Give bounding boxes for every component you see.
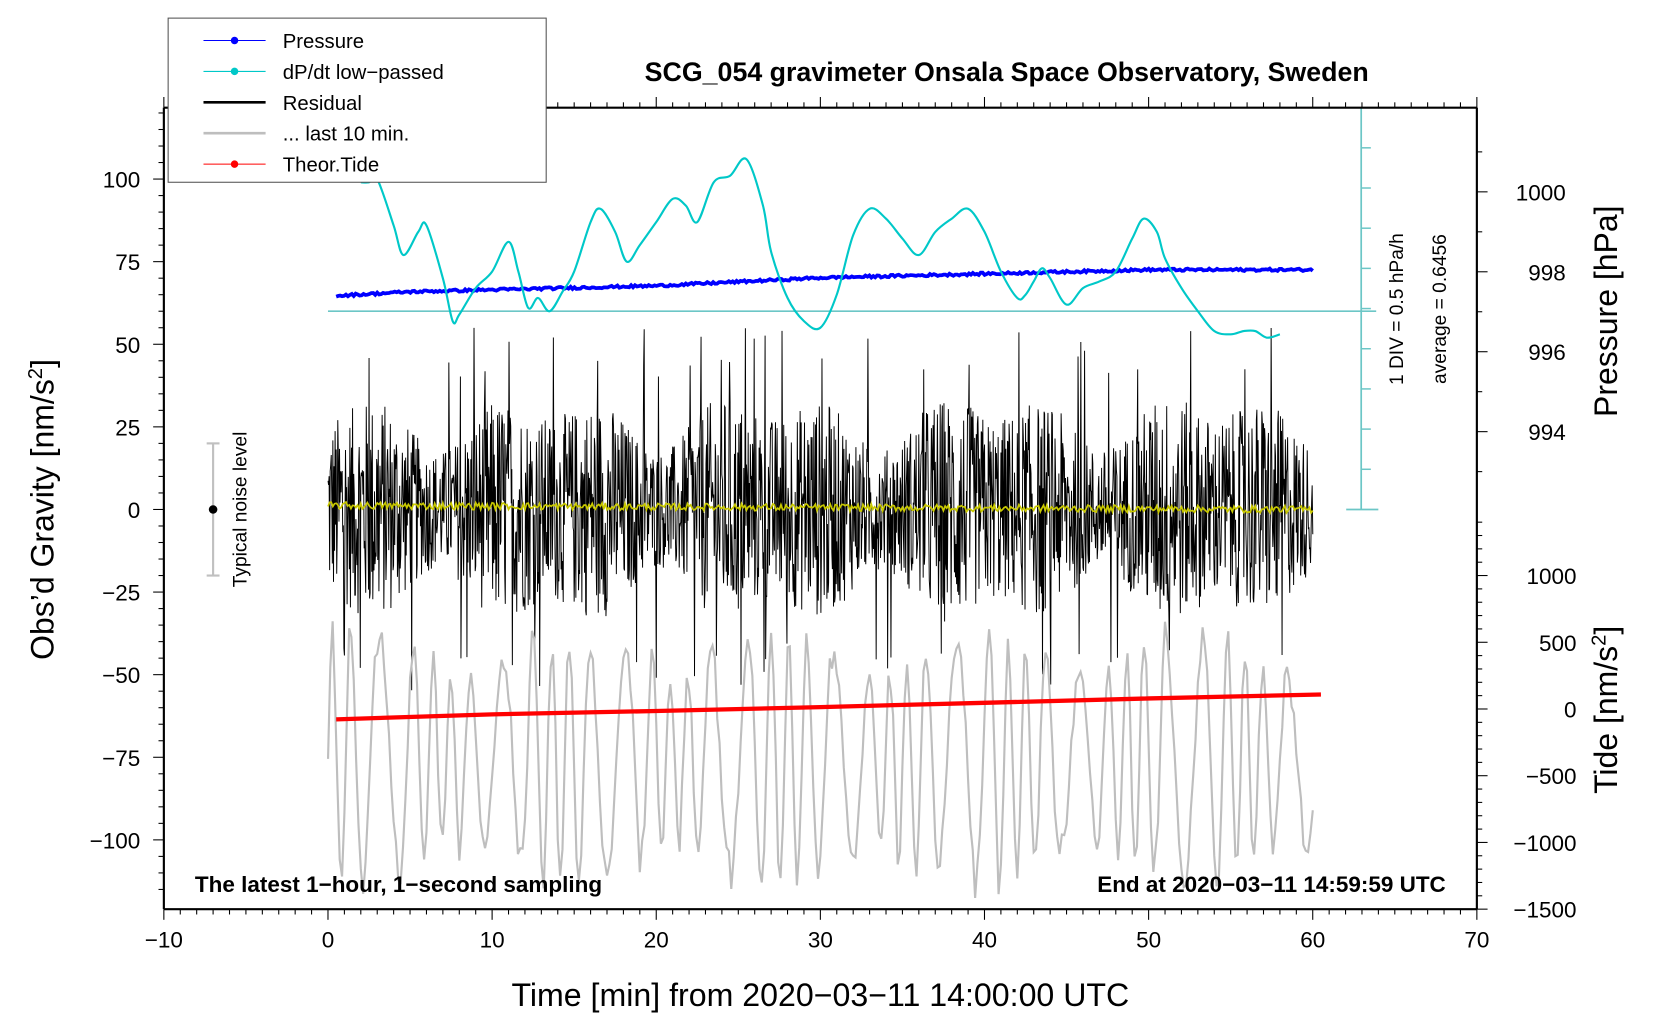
y-left-tick-label: 0 xyxy=(128,498,141,523)
theor-tide-line xyxy=(336,692,1321,722)
legend-entry: Theor.Tide xyxy=(203,155,379,177)
legend-entry: dP/dt low−passed xyxy=(203,62,444,84)
y-left-tick-label: 25 xyxy=(115,415,140,440)
x-tick-label: 10 xyxy=(480,928,505,953)
x-tick-label: 60 xyxy=(1300,928,1325,953)
x-tick-label: 30 xyxy=(808,928,833,953)
tide-tick-label: −500 xyxy=(1526,764,1577,789)
legend: Pressure dP/dt low−passed Residual ... last… xyxy=(167,17,547,183)
axes: −10 0 10 20 30 40 50 60 701007550250−25−50−75−10… xyxy=(90,96,1577,953)
pressure-line xyxy=(335,266,1314,299)
pressure-tick-label: 1000 xyxy=(1516,180,1566,205)
last-10-min-line xyxy=(326,621,1314,899)
legend-label: Theor.Tide xyxy=(283,155,379,177)
tide-tick-label: −1000 xyxy=(1513,831,1576,856)
sampling-note: The latest 1−hour, 1−second sampling xyxy=(195,872,602,897)
x-tick-label: 40 xyxy=(972,928,997,953)
legend-swatch-dot xyxy=(230,67,239,76)
legend-entry: Residual xyxy=(203,93,362,115)
y-left-tick-label: 100 xyxy=(103,168,141,193)
x-tick-label: 50 xyxy=(1136,928,1161,953)
y-axis-title-tide-end: ] xyxy=(1588,626,1624,635)
y-axis-title-tide-sup: 2 xyxy=(1588,635,1610,646)
y-left-tick-label: 75 xyxy=(115,250,140,275)
tide-tick-label: 1000 xyxy=(1526,564,1576,589)
y-left-tick-label: −100 xyxy=(90,828,141,853)
dpdt-average-label: average = 0.6456 xyxy=(1430,234,1451,384)
y-axis-title-pressure: Pressure [hPa] xyxy=(1588,205,1624,416)
residual-smoothed-line xyxy=(327,499,1314,516)
y-left-tick-label: 50 xyxy=(115,333,140,358)
plot-data xyxy=(206,107,1379,899)
noise-level-label: Typical noise level xyxy=(230,432,251,588)
tide-tick-label: 500 xyxy=(1539,631,1577,656)
y-axis-title-left-end: ] xyxy=(24,359,60,368)
y-left-tick-label: −25 xyxy=(102,581,140,606)
x-tick-label: 20 xyxy=(644,928,669,953)
legend-label: Residual xyxy=(283,93,362,115)
legend-swatch-dot xyxy=(230,160,239,168)
legend-label: dP/dt low−passed xyxy=(283,62,444,84)
y-axis-title-left-sup: 2 xyxy=(25,368,47,379)
pressure-tick-label: 994 xyxy=(1528,420,1566,445)
y-left-tick-label: −50 xyxy=(102,663,140,688)
x-axis-title: Time [min] from 2020−03−11 14:00:00 UTC xyxy=(511,977,1129,1013)
tide-tick-label: 0 xyxy=(1564,698,1577,723)
x-tick-label: 70 xyxy=(1464,928,1489,953)
y-axis-title-left-base: Obs’d Gravity [nm/s xyxy=(24,379,60,660)
legend-swatch-dot xyxy=(230,36,239,45)
y-axis-title-tide: Tide [nm/s2] xyxy=(1588,626,1624,794)
dpdt-scale-label: 1 DIV = 0.5 hPa/h xyxy=(1387,233,1408,385)
legend-label: Pressure xyxy=(283,31,364,53)
legend-entry: ... last 10 min. xyxy=(203,124,409,146)
dpdt-line xyxy=(360,157,1281,339)
tide-tick-label: −1500 xyxy=(1513,898,1576,923)
pressure-tick-label: 998 xyxy=(1528,260,1566,285)
end-time-note: End at 2020−03−11 14:59:59 UTC xyxy=(1097,872,1446,897)
y-axis-title-tide-base: Tide [nm/s xyxy=(1588,646,1624,794)
legend-entry: Pressure xyxy=(203,31,364,53)
x-tick-label: 0 xyxy=(322,928,335,953)
legend-box xyxy=(167,17,547,183)
pressure-tick-label: 996 xyxy=(1528,340,1566,365)
x-tick-label: −10 xyxy=(145,928,183,953)
y-axis-title-left: Obs’d Gravity [nm/s2] xyxy=(24,359,60,660)
y-left-tick-label: −75 xyxy=(102,746,140,771)
chart-title: SCG_054 gravimeter Onsala Space Observat… xyxy=(645,57,1369,87)
noise-bar-center xyxy=(208,505,218,514)
legend-label: ... last 10 min. xyxy=(283,124,410,146)
